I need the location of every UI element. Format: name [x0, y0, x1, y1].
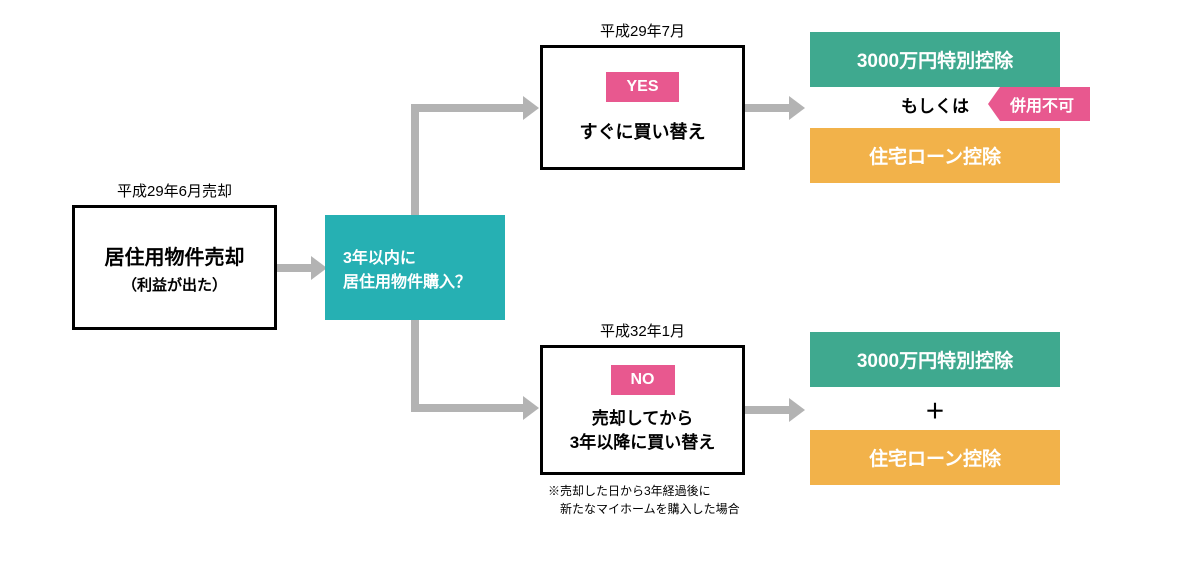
no-line1: 売却してから — [570, 407, 715, 431]
arrow-start-to-decision — [277, 256, 327, 280]
decision-line2: 居住用物件購入？ — [343, 268, 471, 292]
yes-tag-text: 併用不可 — [1010, 92, 1074, 116]
no-top-label: 平成32年1月 — [540, 320, 745, 341]
no-foot2: 新たなマイホームを購入した場合 — [548, 500, 808, 518]
start-title: 居住用物件売却 — [75, 241, 274, 270]
decision-line1: 3年以内に — [343, 244, 416, 268]
arrow-yes-to-result — [745, 96, 805, 120]
no-result-a: 3000万円特別控除 — [810, 332, 1060, 387]
yes-tag-pointer — [988, 87, 1000, 121]
no-connector: ＋ — [810, 395, 1060, 424]
yes-top-label: 平成29年7月 — [540, 20, 745, 41]
start-subtitle: （利益が出た） — [75, 274, 274, 295]
yes-result-a: 3000万円特別控除 — [810, 32, 1060, 87]
yes-tag: 併用不可 — [1000, 87, 1090, 121]
no-node: NO 売却してから 3年以降に買い替え — [540, 345, 745, 475]
decision-node: 3年以内に 居住用物件購入？ — [325, 215, 505, 320]
yes-badge: YES — [606, 72, 678, 102]
start-node: 居住用物件売却 （利益が出た） — [72, 205, 277, 330]
arrow-decision-to-no — [411, 320, 541, 420]
no-footnote: ※売却した日から3年経過後に 新たなマイホームを購入した場合 — [548, 482, 808, 518]
no-line2: 3年以降に買い替え — [570, 431, 715, 455]
yes-text: すぐに買い替え — [580, 118, 706, 144]
arrow-no-to-result — [745, 398, 805, 422]
yes-node: YES すぐに買い替え — [540, 45, 745, 170]
start-top-label: 平成29年6月売却 — [72, 180, 277, 201]
no-result-b: 住宅ローン控除 — [810, 430, 1060, 485]
no-badge: NO — [611, 365, 675, 395]
no-foot1: ※売却した日から3年経過後に — [548, 482, 808, 500]
arrow-decision-to-yes — [411, 96, 541, 221]
yes-result-b: 住宅ローン控除 — [810, 128, 1060, 183]
